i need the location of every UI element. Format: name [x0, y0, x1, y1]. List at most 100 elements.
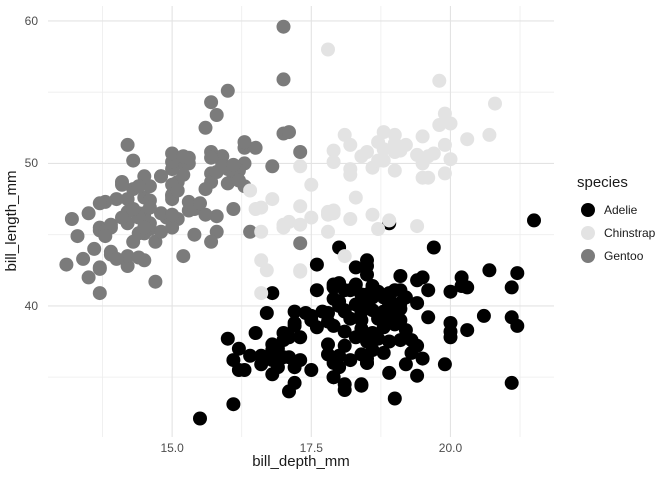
- data-point-chinstrap: [437, 166, 452, 181]
- data-point-chinstrap: [343, 212, 358, 226]
- legend-swatch-adelie-icon: [581, 202, 595, 217]
- data-point-chinstrap: [488, 96, 502, 111]
- data-point-adelie: [510, 266, 525, 281]
- data-point-chinstrap: [426, 146, 441, 161]
- data-point-gentoo: [204, 234, 219, 249]
- data-point-chinstrap: [265, 192, 280, 207]
- data-point-chinstrap: [443, 152, 458, 167]
- data-point-gentoo: [176, 149, 191, 164]
- data-point-gentoo: [148, 274, 163, 289]
- data-point-chinstrap: [248, 202, 263, 216]
- data-point-chinstrap: [387, 163, 402, 178]
- data-point-gentoo: [120, 249, 135, 264]
- legend-label-chinstrap: Chinstrap: [604, 225, 656, 240]
- data-point-adelie: [326, 280, 341, 295]
- data-point-gentoo: [176, 249, 191, 264]
- data-point-adelie: [337, 377, 352, 392]
- data-point-chinstrap: [304, 210, 319, 225]
- data-point-chinstrap: [348, 190, 363, 205]
- data-point-gentoo: [198, 120, 213, 135]
- data-point-gentoo: [204, 95, 219, 110]
- data-point-gentoo: [276, 19, 291, 34]
- data-point-chinstrap: [437, 106, 452, 121]
- data-point-adelie: [348, 260, 363, 275]
- data-point-adelie: [337, 324, 352, 339]
- data-point-adelie: [476, 308, 491, 323]
- data-point-adelie: [193, 411, 207, 426]
- data-point-adelie: [248, 326, 263, 340]
- data-point-gentoo: [226, 157, 241, 172]
- data-point-gentoo: [204, 150, 219, 165]
- data-point-adelie: [315, 304, 330, 319]
- data-point-gentoo: [293, 236, 308, 251]
- data-point-gentoo: [64, 212, 79, 226]
- data-point-gentoo: [181, 194, 196, 209]
- legend-title: species: [577, 174, 628, 191]
- data-point-chinstrap: [321, 207, 335, 222]
- data-point-adelie: [421, 310, 436, 325]
- data-point-adelie: [415, 351, 430, 366]
- data-point-adelie: [226, 397, 241, 412]
- data-point-adelie: [326, 318, 341, 333]
- data-point-gentoo: [265, 159, 280, 174]
- data-point-adelie: [387, 391, 402, 406]
- data-point-chinstrap: [293, 199, 308, 214]
- data-point-adelie: [243, 348, 258, 363]
- data-point-adelie: [304, 308, 319, 323]
- data-point-adelie: [504, 280, 519, 295]
- data-point-gentoo: [120, 137, 135, 152]
- data-point-adelie: [265, 337, 280, 352]
- data-point-gentoo: [165, 146, 180, 161]
- data-point-chinstrap: [326, 143, 341, 158]
- data-point-gentoo: [98, 229, 113, 244]
- data-point-gentoo: [193, 196, 207, 211]
- data-point-adelie: [332, 298, 347, 313]
- data-point-gentoo: [76, 251, 91, 266]
- data-point-gentoo: [198, 182, 213, 197]
- data-point-gentoo: [248, 140, 263, 155]
- data-point-gentoo: [109, 192, 124, 207]
- data-point-gentoo: [293, 145, 308, 159]
- data-point-adelie: [309, 283, 324, 298]
- data-point-gentoo: [154, 224, 168, 239]
- data-point-adelie: [527, 213, 541, 228]
- data-point-gentoo: [137, 220, 152, 235]
- data-point-adelie: [398, 290, 413, 305]
- data-point-adelie: [360, 287, 374, 302]
- data-point-gentoo: [209, 209, 224, 224]
- data-point-chinstrap: [387, 145, 402, 159]
- data-point-chinstrap: [432, 73, 447, 88]
- data-point-adelie: [265, 353, 280, 368]
- data-point-adelie: [287, 360, 302, 375]
- data-point-adelie: [410, 273, 425, 288]
- data-point-gentoo: [220, 176, 235, 191]
- data-point-adelie: [393, 269, 408, 283]
- data-point-adelie: [382, 365, 397, 380]
- data-point-adelie: [443, 284, 458, 299]
- y-tick-label: 60: [24, 13, 38, 28]
- data-point-chinstrap: [460, 132, 475, 147]
- data-point-gentoo: [187, 227, 202, 242]
- data-point-adelie: [482, 263, 497, 278]
- data-point-gentoo: [282, 125, 296, 140]
- data-point-adelie: [376, 345, 391, 360]
- legend-swatch-gentoo-icon: [581, 248, 595, 263]
- data-point-gentoo: [231, 173, 246, 188]
- legend: species Adelie Chinstrap Gentoo: [577, 174, 655, 267]
- data-point-gentoo: [209, 108, 224, 122]
- data-point-adelie: [382, 296, 397, 311]
- data-point-adelie: [309, 257, 324, 272]
- data-point-adelie: [460, 323, 475, 338]
- data-point-adelie: [282, 384, 296, 399]
- data-point-chinstrap: [321, 224, 335, 239]
- data-point-adelie: [293, 330, 308, 345]
- x-tick-label: 15.0: [160, 441, 184, 455]
- x-tick-label: 20.0: [438, 441, 463, 455]
- data-point-gentoo: [92, 260, 107, 275]
- data-point-gentoo: [109, 251, 124, 266]
- data-point-chinstrap: [293, 217, 308, 232]
- data-point-adelie: [437, 357, 452, 372]
- data-point-gentoo: [142, 200, 157, 215]
